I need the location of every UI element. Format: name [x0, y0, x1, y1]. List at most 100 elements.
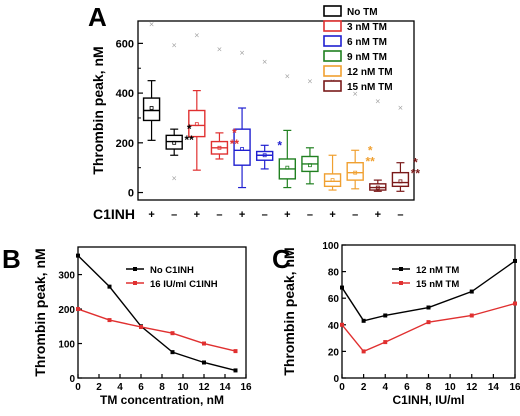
outlier-marker: ×: [217, 45, 223, 53]
box-4: ×: [210, 45, 229, 160]
y-tick-label: 200: [116, 138, 134, 150]
data-point: [361, 349, 366, 354]
legend-marker: [133, 281, 137, 285]
y-tick-label: 0: [128, 188, 134, 200]
box-mean: [172, 140, 177, 145]
c1inh-sign: –: [216, 209, 222, 221]
y-tick-label: 80: [328, 268, 340, 279]
x-tick-label: 14: [488, 382, 500, 393]
c1inh-sign: +: [329, 209, 335, 221]
legend-label: 16 IU/ml C1INH: [150, 279, 218, 290]
significance-mark: **: [185, 133, 195, 147]
x-tick-label: 6: [404, 382, 410, 393]
c1inh-sign: +: [239, 209, 245, 221]
box-mean: [375, 185, 380, 190]
panel-letter-a: A: [88, 2, 107, 32]
box-11: ×: [369, 98, 387, 192]
significance-mark: **: [411, 167, 421, 181]
data-point: [361, 318, 366, 323]
box-mean: [262, 153, 267, 158]
data-point: [469, 289, 474, 294]
box-mean: [308, 163, 312, 168]
significance-mark: *: [413, 156, 418, 170]
panel-c: C 0 2 4 6 8 10 12 14 16 0 20 40 60 80 100 C1INH, IU/ml Th…: [272, 241, 520, 407]
series-line-1: [77, 255, 236, 372]
y-axis-title: Thrombin peak, nM: [32, 248, 48, 376]
legend-swatch: [323, 20, 342, 32]
outlier-marker: ×: [352, 90, 358, 98]
outlier-marker: ×: [239, 49, 245, 57]
series-line-2: [341, 302, 516, 353]
data-point: [426, 305, 431, 310]
significance-mark: *: [187, 122, 192, 136]
x-tick-label: 10: [177, 382, 189, 393]
box-2: ××: [165, 42, 183, 183]
c1inh-sign: –: [171, 209, 177, 221]
data-point: [513, 258, 517, 263]
y-tick-label: 100: [58, 340, 75, 351]
outlier-marker: ×: [149, 20, 155, 28]
legend-label: 3 nM TM: [347, 22, 387, 33]
x-tick-label: 16: [509, 382, 520, 393]
box-mean: [285, 165, 290, 170]
outlier-marker: ×: [397, 104, 403, 112]
legend-swatch: [323, 35, 342, 47]
legend-label: 9 nM TM: [347, 52, 387, 63]
data-point: [107, 318, 112, 323]
y-tick-label: 0: [69, 374, 75, 385]
data-point: [340, 285, 344, 290]
significance-mark: *: [232, 126, 237, 140]
c1inh-row-label: C1INH: [93, 206, 135, 222]
y-tick-label: 400: [116, 88, 134, 100]
legend-swatch: [323, 50, 342, 62]
data-point: [233, 368, 238, 373]
x-axis-title: C1INH, IU/ml: [392, 393, 464, 407]
legend-label: 15 nM TM: [416, 279, 459, 290]
significance-mark: *: [277, 138, 282, 152]
box-12: ×: [391, 104, 410, 192]
data-point: [340, 322, 344, 327]
legend-label: No C1INH: [150, 265, 194, 276]
data-point: [170, 350, 175, 355]
x-tick-label: 14: [219, 382, 231, 393]
y-axis-title: Thrombin peak, nM: [281, 247, 297, 375]
c1inh-sign: –: [262, 209, 268, 221]
data-point: [170, 331, 175, 336]
outlier-marker: ×: [262, 58, 268, 66]
x-tick-label: 2: [96, 382, 102, 393]
box-iqr: [188, 109, 206, 138]
box-5: ×: [233, 49, 251, 189]
x-tick-label: 0: [75, 382, 81, 393]
y-tick-label: 200: [58, 305, 75, 316]
panel-letter-c: C: [272, 244, 291, 274]
y-tick-label: 0: [333, 374, 339, 385]
legend-marker: [133, 267, 137, 271]
c1inh-sign: –: [307, 209, 313, 221]
x-tick-label: 0: [339, 382, 345, 393]
c1inh-sign: +: [375, 209, 381, 221]
x-tick-label: 16: [240, 382, 252, 393]
data-point: [107, 284, 112, 289]
legend-marker: [399, 281, 403, 285]
outlier-marker: ×: [194, 32, 200, 40]
plot-frame: [137, 20, 415, 201]
legend-swatch: [323, 80, 342, 92]
box-6: ×: [255, 58, 274, 170]
x-tick-label: 6: [138, 382, 144, 393]
significance-mark: **: [366, 154, 376, 168]
box-iqr: [323, 173, 342, 188]
legend-swatch: [323, 65, 342, 77]
box-7: ×: [278, 73, 297, 189]
y-tick-label: 20: [328, 347, 340, 358]
legend-label: 15 nM TM: [347, 82, 393, 93]
series-line-2: [77, 308, 236, 352]
box-mean: [330, 178, 335, 183]
box-mean: [194, 122, 199, 127]
data-point: [76, 253, 80, 258]
outlier-marker: ×: [171, 175, 177, 183]
data-point: [76, 307, 80, 312]
y-tick-label: 300: [58, 271, 75, 282]
c1inh-sign: +: [284, 209, 290, 221]
outlier-marker: ×: [375, 98, 381, 106]
